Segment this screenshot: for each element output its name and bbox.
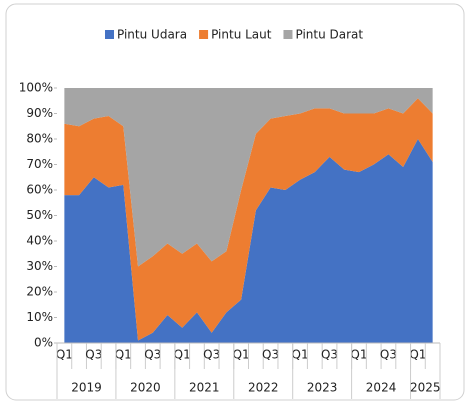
y-tick-label: 0%	[34, 336, 53, 350]
y-tick-label: 10%	[26, 310, 53, 324]
legend-label: Pintu Udara	[117, 28, 187, 42]
y-tick-label: 20%	[26, 285, 53, 299]
y-tick-label: 100%	[19, 81, 53, 95]
y-tick-label: 50%	[26, 208, 53, 222]
year-label: 2024	[366, 381, 397, 395]
x-tick-label: Q3	[85, 348, 102, 362]
x-tick-label: Q3	[144, 348, 161, 362]
legend-label: Pintu Darat	[295, 28, 363, 42]
legend-swatch	[283, 30, 293, 39]
year-label: 2023	[307, 381, 338, 395]
x-tick-label: Q1	[174, 348, 191, 362]
y-tick-label: 90%	[26, 106, 53, 120]
legend-label: Pintu Laut	[211, 28, 272, 42]
x-tick-label: Q1	[292, 348, 309, 362]
x-tick-label: Q1	[233, 348, 250, 362]
y-tick-label: 70%	[26, 157, 53, 171]
year-label: 2021	[189, 381, 220, 395]
x-tick-label: Q3	[203, 348, 220, 362]
y-tick-label: 60%	[26, 183, 53, 197]
year-label: 2019	[71, 381, 102, 395]
area	[64, 139, 433, 343]
y-tick-label: 30%	[26, 259, 53, 273]
y-tick-label: 80%	[26, 132, 53, 146]
area	[64, 98, 433, 341]
area	[64, 88, 433, 267]
year-label: 2025	[410, 381, 441, 395]
x-tick-label: Q3	[380, 348, 397, 362]
x-tick-label: Q3	[262, 348, 279, 362]
x-tick-label: Q1	[409, 348, 426, 362]
legend-swatch	[199, 30, 209, 39]
y-tick-label: 40%	[26, 234, 53, 248]
legend-swatch	[105, 30, 114, 39]
x-tick-label: Q1	[56, 348, 73, 362]
year-label: 2020	[130, 381, 161, 395]
x-tick-label: Q3	[321, 348, 338, 362]
x-tick-label: Q1	[350, 348, 367, 362]
x-tick-label: Q1	[115, 348, 132, 362]
year-label: 2022	[248, 381, 279, 395]
